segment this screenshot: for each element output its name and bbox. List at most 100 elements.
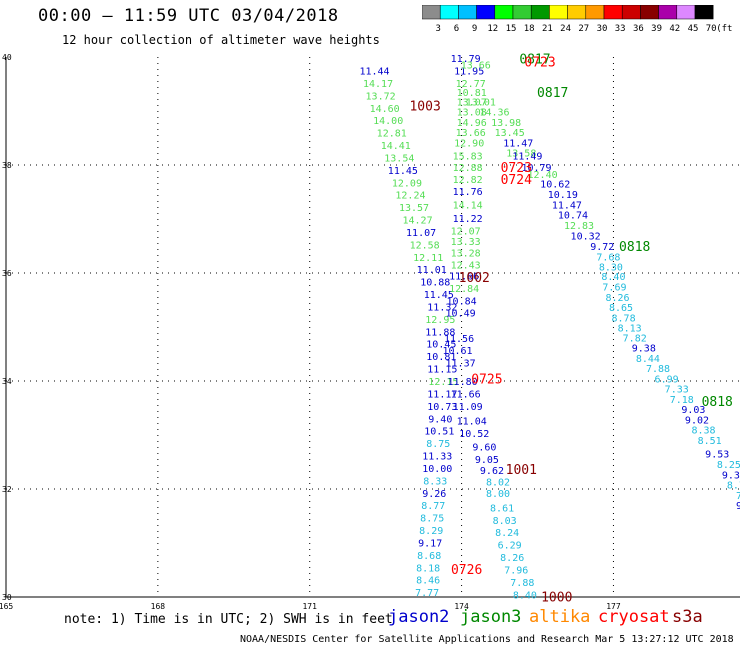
colorbar-label: 18 <box>524 24 535 34</box>
wave-height-point: 14.41 <box>381 141 411 152</box>
colorbar-label: 30 <box>597 24 608 34</box>
wave-height-point: 12.77 <box>456 79 486 90</box>
wave-height-point: 11.07 <box>406 228 436 239</box>
wave-height-point: 8.44 <box>636 354 660 365</box>
wave-height-point: 12.84 <box>449 284 479 295</box>
colorbar-label: 27 <box>578 24 589 34</box>
wave-height-point: 11.56 <box>444 334 474 345</box>
wave-height-point: 11.33 <box>422 452 452 463</box>
y-tick-label: 32 <box>2 485 12 494</box>
colorbar-label: 33 <box>615 24 626 34</box>
x-tick-label: 168 <box>151 602 166 611</box>
wave-height-point: 8.33 <box>423 476 447 487</box>
wave-height-point: 8.46 <box>416 576 440 587</box>
pass-time-label: 0817 <box>537 86 568 101</box>
colorbar-label: 12 <box>487 24 498 34</box>
wave-height-point: 10.84 <box>447 297 477 308</box>
y-tick-label: 40 <box>2 53 12 62</box>
colorbar-label: 9 <box>472 24 477 34</box>
wave-height-point: 8.29 <box>419 526 443 537</box>
wave-height-point: 11.79 <box>451 54 481 65</box>
wave-height-point: 12.09 <box>392 178 422 189</box>
colorbar-label: 45 <box>688 24 699 34</box>
wave-height-point: 8.24 <box>495 528 519 539</box>
wave-height-point: 15.83 <box>453 151 483 162</box>
legend-satellite-0: jason2 <box>388 607 450 627</box>
wave-height-point: 11.66 <box>451 389 481 400</box>
wave-height-point: 12.58 <box>410 240 440 251</box>
y-tick-label: 30 <box>2 593 12 602</box>
colorbar-label: 3 <box>435 24 440 34</box>
wave-height-point: 11.44 <box>359 67 389 78</box>
wave-height-point: 13.54 <box>384 153 414 164</box>
wave-height-point: 9.02 <box>685 415 709 426</box>
wave-height-point: 10.45 <box>426 340 456 351</box>
wave-height-point: 8.78 <box>612 313 636 324</box>
wave-height-point: 7.88 <box>510 578 534 589</box>
wave-height-point: 12.07 <box>451 226 481 237</box>
wave-height-point: 12.82 <box>453 175 483 186</box>
wave-height-point: 9.03 <box>681 405 705 416</box>
wave-height-point: 7.69 <box>602 283 626 294</box>
wave-height-point: 8.03 <box>493 516 517 527</box>
wave-height-point: 11.22 <box>453 214 483 225</box>
wave-height-point: 14.36 <box>479 108 509 119</box>
wave-height-point: 9.72 <box>590 242 614 253</box>
wave-height-point: 10.74 <box>558 211 588 222</box>
wave-height-point: 11.76 <box>453 187 483 198</box>
wave-height-point: 10.32 <box>571 232 601 243</box>
wave-height-point: 13.72 <box>366 91 396 102</box>
wave-height-point: 7.82 <box>623 333 647 344</box>
wave-height-point: 8.75 <box>426 439 450 450</box>
wave-height-point: 13.98 <box>491 118 521 129</box>
pass-time-label: 0723 <box>501 161 532 176</box>
chart-subtitle: 12 hour collection of altimeter wave hei… <box>62 33 380 47</box>
wave-height-point: 8.77 <box>421 501 445 512</box>
wave-height-point: 9.32 <box>722 470 740 481</box>
wave-height-point: 7.68 <box>596 252 620 263</box>
wave-height-point: 11.66 <box>449 272 479 283</box>
pass-time-label: 0818 <box>702 395 733 410</box>
wave-height-point: 8.75 <box>420 514 444 525</box>
wave-height-point: 8.30 <box>599 263 623 274</box>
wave-height-point: 11.49 <box>512 151 542 162</box>
y-tick-label: 34 <box>2 377 12 386</box>
wave-height-point: 10.00 <box>422 464 452 475</box>
wave-height-point: 12.15 <box>428 377 458 388</box>
wave-height-point: 7.33 <box>665 385 689 396</box>
chart-note: note: 1) Time is in UTC; 2) SWH is in fe… <box>64 612 393 627</box>
x-tick-label: 177 <box>606 602 621 611</box>
wave-height-point: 7.96 <box>504 565 528 576</box>
legend-satellite-1: jason3 <box>460 607 522 627</box>
pass-time-label: 0725 <box>471 372 502 387</box>
wave-height-point: 11.47 <box>503 138 533 149</box>
wave-height-point: 11.95 <box>454 67 484 78</box>
wave-height-point: 9.62 <box>480 466 504 477</box>
wave-height-point: 7.88 <box>646 364 670 375</box>
pass-time-label: 1003 <box>409 100 440 115</box>
pass-time-label: 0817 <box>519 53 550 68</box>
wave-height-point: 11.17 <box>427 389 457 400</box>
wave-height-point: 13.33 <box>451 237 481 248</box>
wave-height-point: 10.49 <box>446 308 476 319</box>
wave-height-point: 14.96 <box>457 118 487 129</box>
wave-height-point: 6.99 <box>655 374 679 385</box>
pass-time-label: 0726 <box>451 563 482 578</box>
pass-time-label: 0723 <box>524 55 555 70</box>
colorbar-label: 24 <box>560 24 571 34</box>
wave-height-point: 10.51 <box>424 427 454 438</box>
wave-height-point: 9.05 <box>475 455 499 466</box>
wave-height-point: 11.09 <box>453 402 483 413</box>
colorbar-label: 6 <box>454 24 459 34</box>
wave-height-point: 11.04 <box>457 416 487 427</box>
colorbar-label: 70 <box>706 24 717 34</box>
wave-height-point: 12.43 <box>451 260 481 271</box>
wave-height-point: 10.79 <box>521 163 551 174</box>
colorbar-label: 39 <box>651 24 662 34</box>
wave-height-point: 14.27 <box>402 216 432 227</box>
wave-height-point: 11.01 <box>417 265 447 276</box>
pass-time-label: 1002 <box>459 271 490 286</box>
colorbar-label: 21 <box>542 24 553 34</box>
